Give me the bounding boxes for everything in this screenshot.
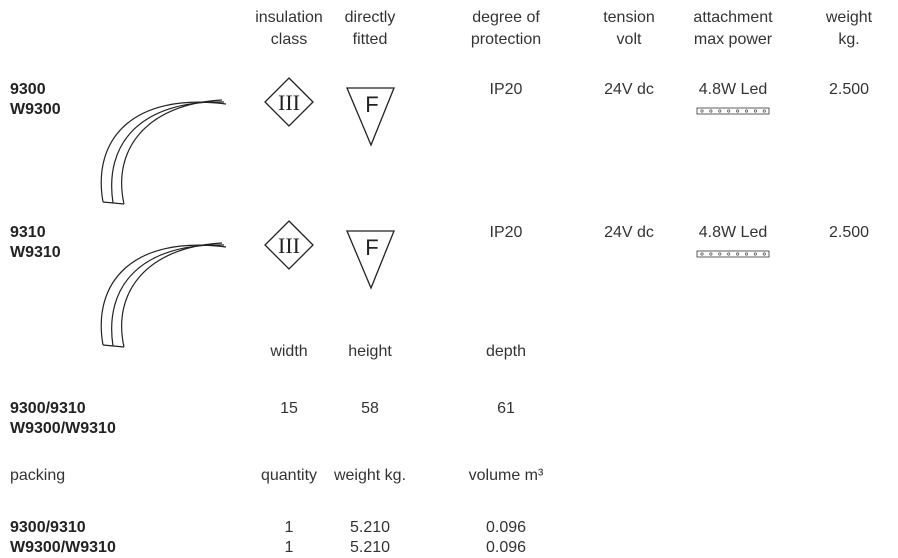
led-dot: [727, 252, 731, 256]
led-dot: [744, 252, 748, 256]
packing-header: weight kg.: [333, 467, 407, 484]
led-dot: [700, 252, 704, 256]
led-dot: [736, 109, 740, 113]
led-strip: [696, 250, 770, 258]
product-code: W9300/W9310: [10, 539, 116, 556]
fitted-symbol: [346, 230, 395, 290]
column-header: directly: [344, 9, 396, 26]
product-code: 9300/9310: [10, 400, 86, 417]
dimension-value: 58: [361, 400, 379, 417]
insulation-label: III: [278, 233, 300, 258]
lamp-icon: [100, 99, 227, 205]
column-header: protection: [470, 31, 542, 48]
weight: 2.500: [828, 81, 870, 98]
led-dot: [762, 109, 766, 113]
dimension-header: width: [270, 343, 308, 360]
lamp-outline: [111, 101, 225, 204]
insulation-label: III: [278, 90, 300, 115]
led-dot: [709, 252, 713, 256]
column-header: degree of: [472, 9, 540, 26]
lamp-outline: [100, 101, 227, 203]
lamp-outline: [100, 244, 227, 346]
dimension-header: depth: [485, 343, 527, 360]
packing-value: 0.096: [485, 519, 527, 536]
product-code: 9300/9310: [10, 519, 86, 536]
product-code: W9300: [10, 101, 61, 118]
column-header: tension: [603, 9, 655, 26]
fitted-symbol: [346, 87, 395, 147]
led-dot: [762, 252, 766, 256]
product-code: 9300: [10, 81, 46, 98]
power: 4.8W Led: [698, 224, 768, 241]
led-dot: [700, 109, 704, 113]
led-dot: [736, 252, 740, 256]
power: 4.8W Led: [698, 81, 768, 98]
led-dot: [753, 109, 757, 113]
packing-label: packing: [10, 467, 66, 484]
product-code: 9310: [10, 224, 46, 241]
lamp-outline: [121, 242, 223, 348]
packing-value: 0.096: [485, 539, 527, 556]
column-header: volt: [616, 31, 642, 48]
led-dot: [753, 252, 757, 256]
insulation-symbol: [264, 77, 314, 127]
lamp-outline: [111, 244, 225, 347]
packing-value: 5.210: [349, 519, 391, 536]
dimension-value: 15: [280, 400, 298, 417]
product-code: W9300/W9310: [10, 420, 116, 437]
fitted-label: F: [365, 235, 378, 260]
tension: 24V dc: [604, 224, 654, 241]
packing-value: 1: [284, 539, 294, 556]
protection: IP20: [489, 224, 523, 241]
led-dot: [718, 109, 722, 113]
packing-value: 1: [284, 519, 294, 536]
column-header: weight: [825, 9, 873, 26]
led-dot: [727, 109, 731, 113]
packing-header: quantity: [260, 467, 318, 484]
dimension-header: height: [348, 343, 392, 360]
tension: 24V dc: [604, 81, 654, 98]
product-code: W9310: [10, 244, 61, 261]
column-header: insulation: [255, 9, 323, 26]
led-strip: [696, 107, 770, 115]
column-header: fitted: [352, 31, 388, 48]
column-header: kg.: [838, 31, 860, 48]
protection: IP20: [489, 81, 523, 98]
packing-header: volume m³: [468, 467, 544, 484]
packing-value: 5.210: [349, 539, 391, 556]
led-dot: [744, 109, 748, 113]
lamp-base: [102, 201, 125, 205]
dimension-value: 61: [497, 400, 515, 417]
lamp-icon: [100, 242, 227, 348]
lamp-outline: [121, 99, 223, 205]
led-dot: [718, 252, 722, 256]
weight: 2.500: [828, 224, 870, 241]
fitted-label: F: [365, 92, 378, 117]
insulation-symbol: [264, 220, 314, 270]
column-header: attachment: [693, 9, 773, 26]
led-dot: [709, 109, 713, 113]
lamp-base: [102, 344, 125, 348]
column-header: max power: [693, 31, 773, 48]
column-header: class: [270, 31, 308, 48]
